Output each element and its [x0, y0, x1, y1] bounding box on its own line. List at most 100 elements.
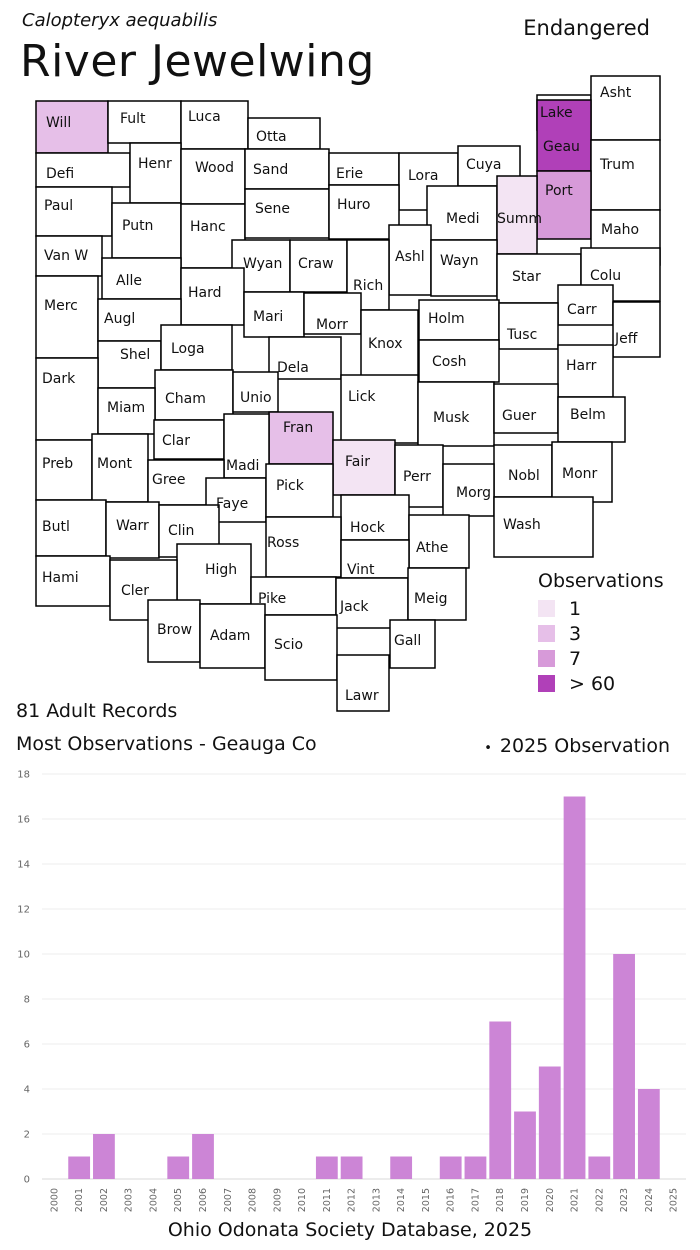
county-hanc [180, 203, 246, 269]
county-miam [97, 387, 156, 435]
county-label: Luca [188, 109, 221, 125]
county-label: Morg [456, 485, 491, 501]
county-label: Fult [120, 111, 146, 127]
county-label: Cosh [432, 354, 467, 370]
bar-2006 [192, 1134, 214, 1179]
county-label: Lick [348, 389, 376, 405]
y-tick-label: 2 [24, 1130, 30, 1141]
county-label: Shel [120, 347, 150, 363]
legend-item: 7 [538, 646, 664, 671]
county-label: Mont [97, 456, 133, 472]
observation-dot-icon: • [484, 741, 492, 756]
legend-swatch [538, 675, 555, 692]
county-label: Nobl [508, 468, 540, 484]
legend-swatch [538, 625, 555, 642]
county-cosh [418, 339, 500, 383]
county-label: Hanc [190, 219, 226, 235]
ohio-county-map: Will Fult Luca Otta Lake Asht Geau Defi Henr Wood… [35, 75, 661, 712]
county-label: Warr [116, 518, 149, 534]
x-tick-label: 2002 [99, 1188, 110, 1212]
county-label: Tusc [506, 327, 537, 343]
county-label: Fran [283, 420, 313, 436]
county-label: Paul [44, 198, 73, 214]
county-label: Meig [414, 591, 447, 607]
county-label: Van W [44, 248, 88, 264]
bar-2023 [613, 954, 635, 1179]
legend-swatch [538, 650, 555, 667]
county-label: Madi [226, 458, 259, 474]
most-observations: Most Observations - Geauga Co [16, 733, 317, 755]
x-tick-label: 2022 [594, 1188, 605, 1212]
county-high [176, 543, 252, 605]
county-label: Lawr [345, 688, 379, 704]
county-label: Fair [345, 454, 370, 470]
legend-label: 3 [569, 622, 582, 645]
species-title: River Jewelwing [20, 36, 375, 87]
x-tick-label: 2011 [322, 1188, 333, 1212]
county-colu [580, 247, 661, 302]
county-labels: Will Fult Luca Otta Lake Asht Geau Defi Henr Wood… [42, 85, 639, 704]
observation-2025-key: • 2025 Observation [484, 735, 670, 757]
county-belm [557, 396, 626, 443]
county-label: Defi [46, 166, 74, 182]
x-tick-label: 2025 [669, 1188, 680, 1212]
county-label: Clar [162, 433, 190, 449]
county-label: Rich [353, 278, 383, 294]
bar-2012 [340, 1156, 363, 1179]
x-tick-label: 2009 [272, 1188, 283, 1212]
county-label: Pike [258, 591, 286, 607]
bar-2020 [538, 1066, 561, 1179]
county-label: Adam [210, 628, 250, 644]
county-label: Cler [121, 583, 149, 599]
county-luca [180, 100, 249, 150]
bar-2014 [390, 1156, 413, 1179]
county-fult [107, 100, 182, 144]
county-label: Faye [216, 496, 248, 512]
observations-legend: Observations 1 3 7 > 60 [538, 570, 664, 696]
x-tick-label: 2019 [520, 1188, 531, 1212]
legend-title: Observations [538, 570, 664, 592]
county-label: Wood [195, 160, 234, 176]
x-tick-label: 2012 [347, 1188, 358, 1212]
county-label: Gree [152, 472, 186, 488]
county-label: Holm [428, 311, 465, 327]
county-defi [35, 152, 131, 188]
county-shel [97, 340, 162, 389]
x-tick-label: 2000 [49, 1188, 60, 1212]
county-gall [389, 619, 436, 669]
county-brow [147, 599, 201, 663]
y-tick-label: 8 [24, 995, 30, 1006]
legend-label: > 60 [569, 672, 616, 695]
county-label: Sand [253, 162, 288, 178]
county-label: Alle [116, 273, 142, 289]
y-tick-label: 16 [17, 815, 30, 826]
county-label: Jeff [614, 331, 638, 347]
county-label: Trum [599, 157, 635, 173]
legend-item: 3 [538, 621, 664, 646]
x-tick-label: 2014 [396, 1188, 407, 1212]
county-adam [199, 603, 266, 669]
x-tick-label: 2013 [371, 1188, 382, 1212]
x-tick-label: 2015 [421, 1188, 432, 1212]
county-morg [442, 463, 495, 517]
county-label: Ross [267, 535, 299, 551]
county-label: Dela [277, 360, 309, 376]
county-label: Hami [42, 570, 79, 586]
source-footer: Ohio Odonata Society Database, 2025 [167, 1219, 533, 1241]
x-tick-label: 2018 [495, 1188, 506, 1212]
observation-2025-label: 2025 Observation [499, 735, 670, 757]
bar-2019 [514, 1111, 536, 1179]
county-label: Star [512, 269, 541, 285]
county-label: Scio [274, 637, 303, 653]
x-tick-label: 2020 [545, 1188, 556, 1212]
county-label: Erie [336, 166, 363, 182]
x-tick-label: 2004 [148, 1188, 159, 1212]
x-tick-label: 2021 [570, 1188, 581, 1212]
county-unio [232, 371, 279, 413]
county-label: Ashl [395, 249, 425, 265]
x-tick-label: 2024 [644, 1188, 655, 1212]
county-label: Hard [188, 285, 222, 301]
county-madi [223, 413, 270, 479]
county-label: Loga [171, 341, 205, 357]
county-layer [35, 75, 661, 712]
